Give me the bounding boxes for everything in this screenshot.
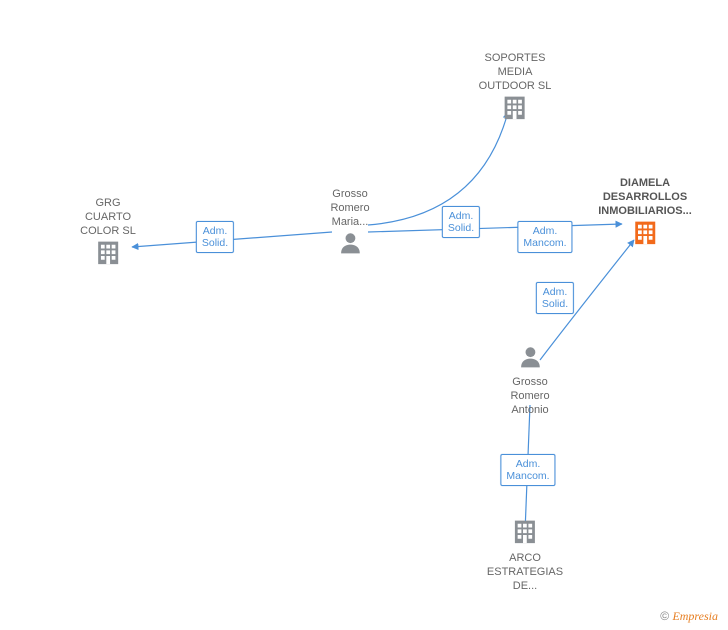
- node-label: Grosso Romero Maria...: [330, 188, 369, 229]
- node-arco[interactable]: ARCO ESTRATEGIAS DE...: [487, 517, 563, 593]
- node-label: DIAMELA DESARROLLOS INMOBILIARIOS...: [598, 177, 692, 218]
- edge-maria-diamela: [368, 224, 622, 232]
- node-label: SOPORTES MEDIA OUTDOOR SL: [479, 52, 552, 93]
- node-diamela[interactable]: DIAMELA DESARROLLOS INMOBILIARIOS...: [598, 177, 692, 253]
- edge-label: Adm. Solid.: [536, 282, 574, 314]
- building-icon: [510, 517, 540, 552]
- node-label: ARCO ESTRATEGIAS DE...: [487, 552, 563, 593]
- copyright-symbol: ©: [660, 609, 669, 623]
- diagram-canvas: GRG CUARTO COLOR SL SOPORTES MEDIA OUTDO…: [0, 0, 728, 630]
- node-label: Grosso Romero Antonio: [510, 376, 549, 417]
- node-maria[interactable]: Grosso Romero Maria...: [330, 188, 369, 262]
- node-antonio[interactable]: Grosso Romero Antonio: [510, 343, 549, 417]
- node-soportes[interactable]: SOPORTES MEDIA OUTDOOR SL: [479, 52, 552, 128]
- edge-label: Adm. Mancom.: [517, 221, 572, 253]
- building-icon: [93, 238, 123, 273]
- building-icon: [630, 218, 660, 253]
- building-icon: [500, 93, 530, 128]
- watermark-brand: Empresia: [672, 609, 718, 623]
- node-grg[interactable]: GRG CUARTO COLOR SL: [80, 197, 136, 273]
- watermark: © Empresia: [660, 609, 718, 624]
- edges-layer: [0, 0, 728, 630]
- edge-label: Adm. Solid.: [442, 206, 480, 238]
- node-label: GRG CUARTO COLOR SL: [80, 197, 136, 238]
- edge-maria-soportes: [368, 112, 508, 225]
- edge-label: Adm. Solid.: [196, 221, 234, 253]
- person-icon: [336, 229, 364, 262]
- edge-label: Adm. Mancom.: [500, 454, 555, 486]
- person-icon: [516, 343, 544, 376]
